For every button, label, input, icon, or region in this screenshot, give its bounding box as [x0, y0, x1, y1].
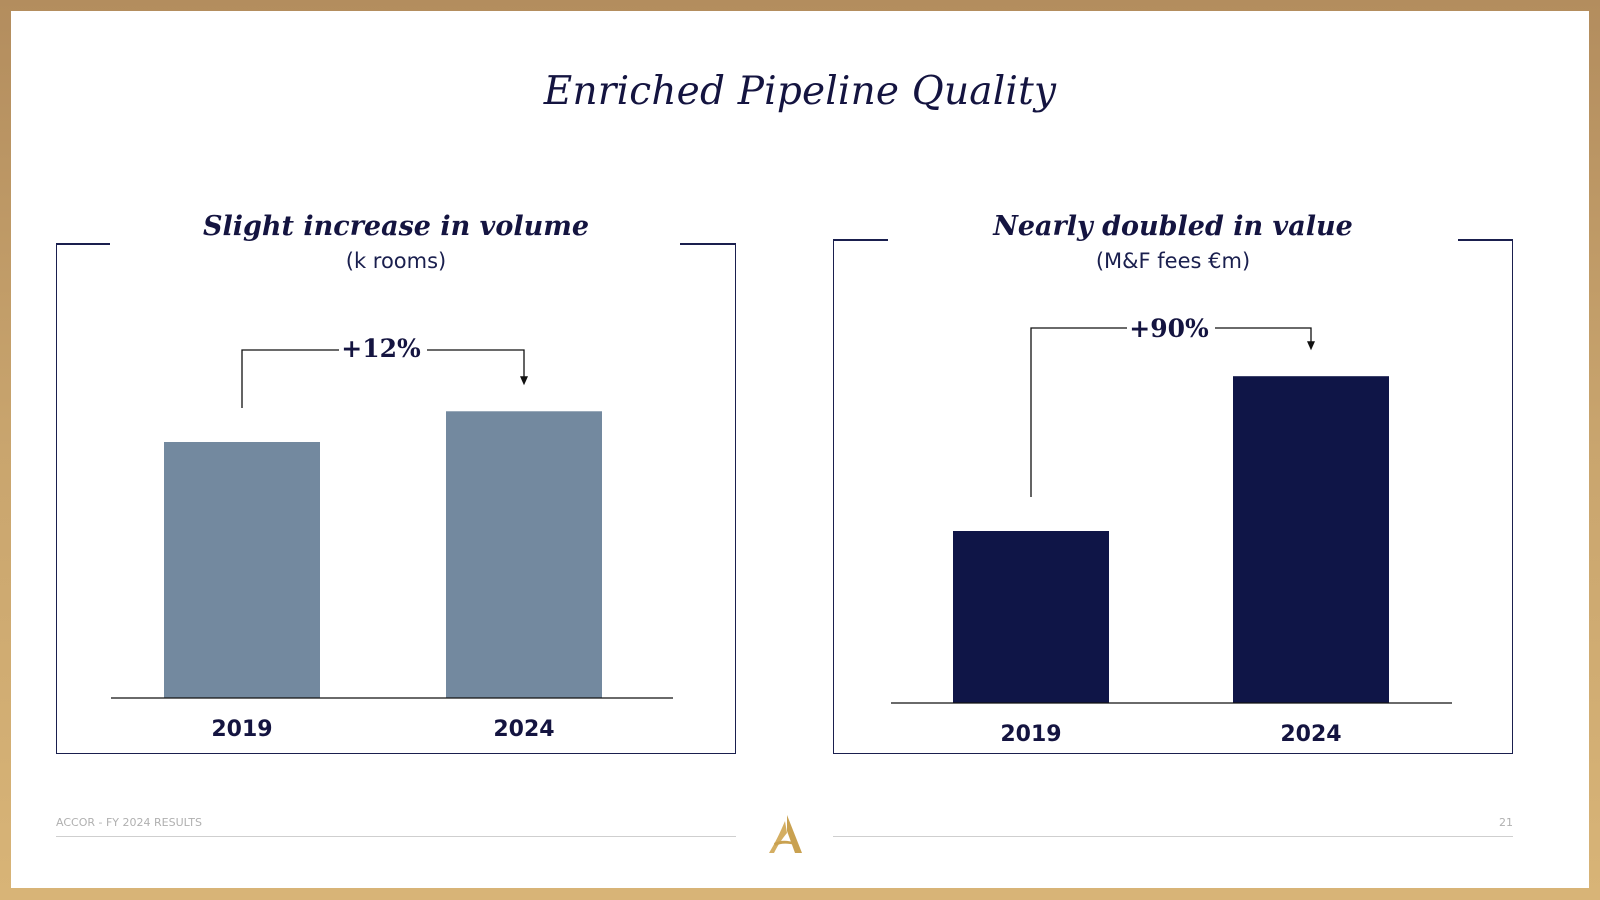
panel-frame	[56, 243, 736, 754]
arrow-head	[1307, 341, 1315, 351]
chart-volume: 2019 2024 +12%	[111, 334, 673, 742]
frame-top-right	[680, 243, 736, 245]
slide: Enriched Pipeline Quality Slight increas…	[11, 11, 1589, 888]
bracket-left	[241, 349, 339, 408]
bracket-left	[1030, 327, 1127, 497]
frame-top-left	[56, 243, 110, 245]
bracket-right	[1215, 327, 1312, 343]
x-tick-label: 2019	[1000, 722, 1061, 747]
arrow-head	[520, 376, 528, 386]
accor-logo-icon	[769, 815, 802, 853]
panel-title: Slight increase in volume	[202, 211, 589, 242]
footer-line-left	[56, 836, 736, 837]
panel-frame	[833, 239, 1513, 754]
bar-2019	[164, 442, 320, 698]
footer-label: ACCOR - FY 2024 RESULTS	[56, 816, 202, 829]
panel-subtitle: (M&F fees €m)	[1095, 249, 1251, 273]
panel-title: Nearly doubled in value	[993, 211, 1353, 242]
frame-top-right	[1458, 239, 1513, 241]
page-title: Enriched Pipeline Quality	[543, 69, 1057, 114]
bar-2019	[953, 531, 1109, 703]
panel-subtitle: (k rooms)	[345, 249, 447, 273]
bracket-right	[427, 349, 525, 378]
chart-value: 2019 2024 +90%	[891, 314, 1452, 747]
change-label: +12%	[341, 334, 421, 363]
x-tick-label: 2024	[1280, 722, 1341, 747]
change-label: +90%	[1129, 314, 1209, 343]
frame-top-left	[833, 239, 888, 241]
footer-line-right	[833, 836, 1513, 837]
x-tick-label: 2024	[493, 717, 554, 742]
bar-2024	[1233, 376, 1389, 703]
x-tick-label: 2019	[211, 717, 272, 742]
bar-2024	[446, 411, 602, 698]
page-number: 21	[1499, 816, 1513, 829]
